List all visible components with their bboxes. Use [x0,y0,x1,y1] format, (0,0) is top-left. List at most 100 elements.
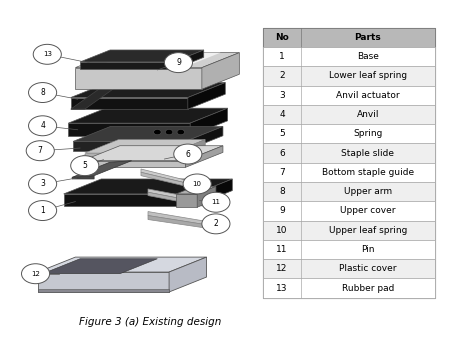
Circle shape [21,264,50,284]
Text: 2: 2 [279,71,285,80]
Polygon shape [80,159,172,163]
Polygon shape [73,141,185,151]
Circle shape [154,129,161,135]
Text: 7: 7 [279,168,285,177]
Polygon shape [82,142,205,156]
FancyBboxPatch shape [263,105,435,124]
Polygon shape [148,216,211,229]
FancyBboxPatch shape [263,240,435,259]
Polygon shape [64,194,195,206]
Text: Staple slide: Staple slide [341,148,394,158]
FancyBboxPatch shape [263,259,435,279]
Polygon shape [64,179,232,194]
Polygon shape [174,50,204,69]
Circle shape [202,214,230,234]
Text: 9: 9 [176,58,181,67]
Text: 11: 11 [276,245,288,254]
Polygon shape [82,146,223,161]
Text: 10: 10 [276,226,288,235]
Polygon shape [75,68,202,89]
Text: Upper leaf spring: Upper leaf spring [329,226,407,235]
Polygon shape [176,194,197,207]
Text: Upper cover: Upper cover [340,207,396,215]
Polygon shape [141,169,197,186]
FancyBboxPatch shape [263,86,435,105]
Polygon shape [141,172,197,189]
Text: Spring: Spring [353,129,383,138]
Polygon shape [185,126,223,151]
Polygon shape [185,146,223,167]
Text: Pin: Pin [361,245,374,254]
Polygon shape [172,148,205,166]
Text: 13: 13 [276,284,288,292]
Polygon shape [68,123,190,136]
Text: 8: 8 [279,187,285,196]
FancyBboxPatch shape [263,201,435,220]
Polygon shape [80,145,205,159]
Text: 5: 5 [82,161,87,170]
Text: 11: 11 [211,199,220,205]
Polygon shape [169,257,207,292]
Circle shape [209,222,217,228]
Text: 4: 4 [279,110,285,119]
Polygon shape [72,161,132,177]
FancyBboxPatch shape [263,66,435,86]
Polygon shape [38,289,169,292]
Text: 10: 10 [193,181,201,187]
FancyBboxPatch shape [263,47,435,66]
Text: Upper arm: Upper arm [344,187,392,196]
Polygon shape [85,140,205,153]
Text: 6: 6 [279,148,285,158]
Text: 12: 12 [276,264,288,273]
Text: 3: 3 [279,91,285,100]
Text: 2: 2 [214,219,219,228]
FancyBboxPatch shape [263,279,435,298]
Polygon shape [71,82,122,109]
Circle shape [202,192,230,212]
Text: 8: 8 [40,88,45,97]
Polygon shape [94,53,220,68]
Text: 9: 9 [279,207,285,215]
Text: 1: 1 [279,52,285,61]
Text: 3: 3 [40,179,45,189]
Text: Bottom staple guide: Bottom staple guide [322,168,414,177]
FancyBboxPatch shape [263,143,435,163]
Text: Base: Base [357,52,379,61]
Polygon shape [38,257,207,272]
Circle shape [28,174,57,194]
Polygon shape [172,145,205,163]
Circle shape [28,116,57,136]
Text: Plastic cover: Plastic cover [339,264,397,273]
Polygon shape [148,192,209,207]
Polygon shape [172,140,205,158]
Text: Parts: Parts [355,33,381,42]
Polygon shape [148,212,211,225]
Polygon shape [78,148,205,161]
FancyBboxPatch shape [263,220,435,240]
Text: Figure 3 (a) Existing design: Figure 3 (a) Existing design [79,317,221,327]
Text: No: No [275,33,289,42]
Polygon shape [172,142,205,160]
Polygon shape [68,108,228,123]
FancyBboxPatch shape [263,182,435,201]
Polygon shape [188,82,225,109]
Circle shape [174,144,202,164]
Text: 12: 12 [31,271,40,277]
Text: 7: 7 [38,146,43,155]
Circle shape [183,174,211,194]
Text: 1: 1 [40,206,45,215]
Circle shape [26,141,55,161]
Circle shape [164,53,192,73]
Circle shape [206,202,215,209]
Text: 6: 6 [185,149,190,159]
Polygon shape [176,187,216,194]
FancyBboxPatch shape [263,28,435,47]
Polygon shape [73,126,223,141]
Polygon shape [75,53,239,68]
Polygon shape [71,82,225,98]
Polygon shape [72,176,94,179]
Text: Lower leaf spring: Lower leaf spring [329,71,407,80]
Text: 5: 5 [279,129,285,138]
Polygon shape [202,53,239,89]
Polygon shape [190,108,228,136]
